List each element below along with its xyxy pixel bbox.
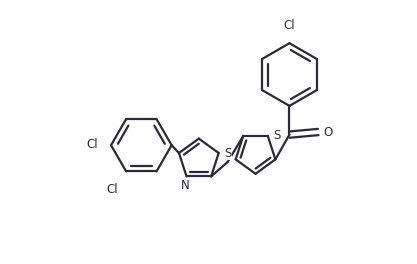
Text: Cl: Cl: [107, 183, 118, 196]
Text: N: N: [181, 179, 190, 192]
Text: Cl: Cl: [284, 19, 295, 32]
Text: S: S: [274, 129, 281, 143]
Text: O: O: [323, 125, 332, 139]
Text: Cl: Cl: [86, 138, 98, 151]
Text: S: S: [224, 147, 232, 159]
